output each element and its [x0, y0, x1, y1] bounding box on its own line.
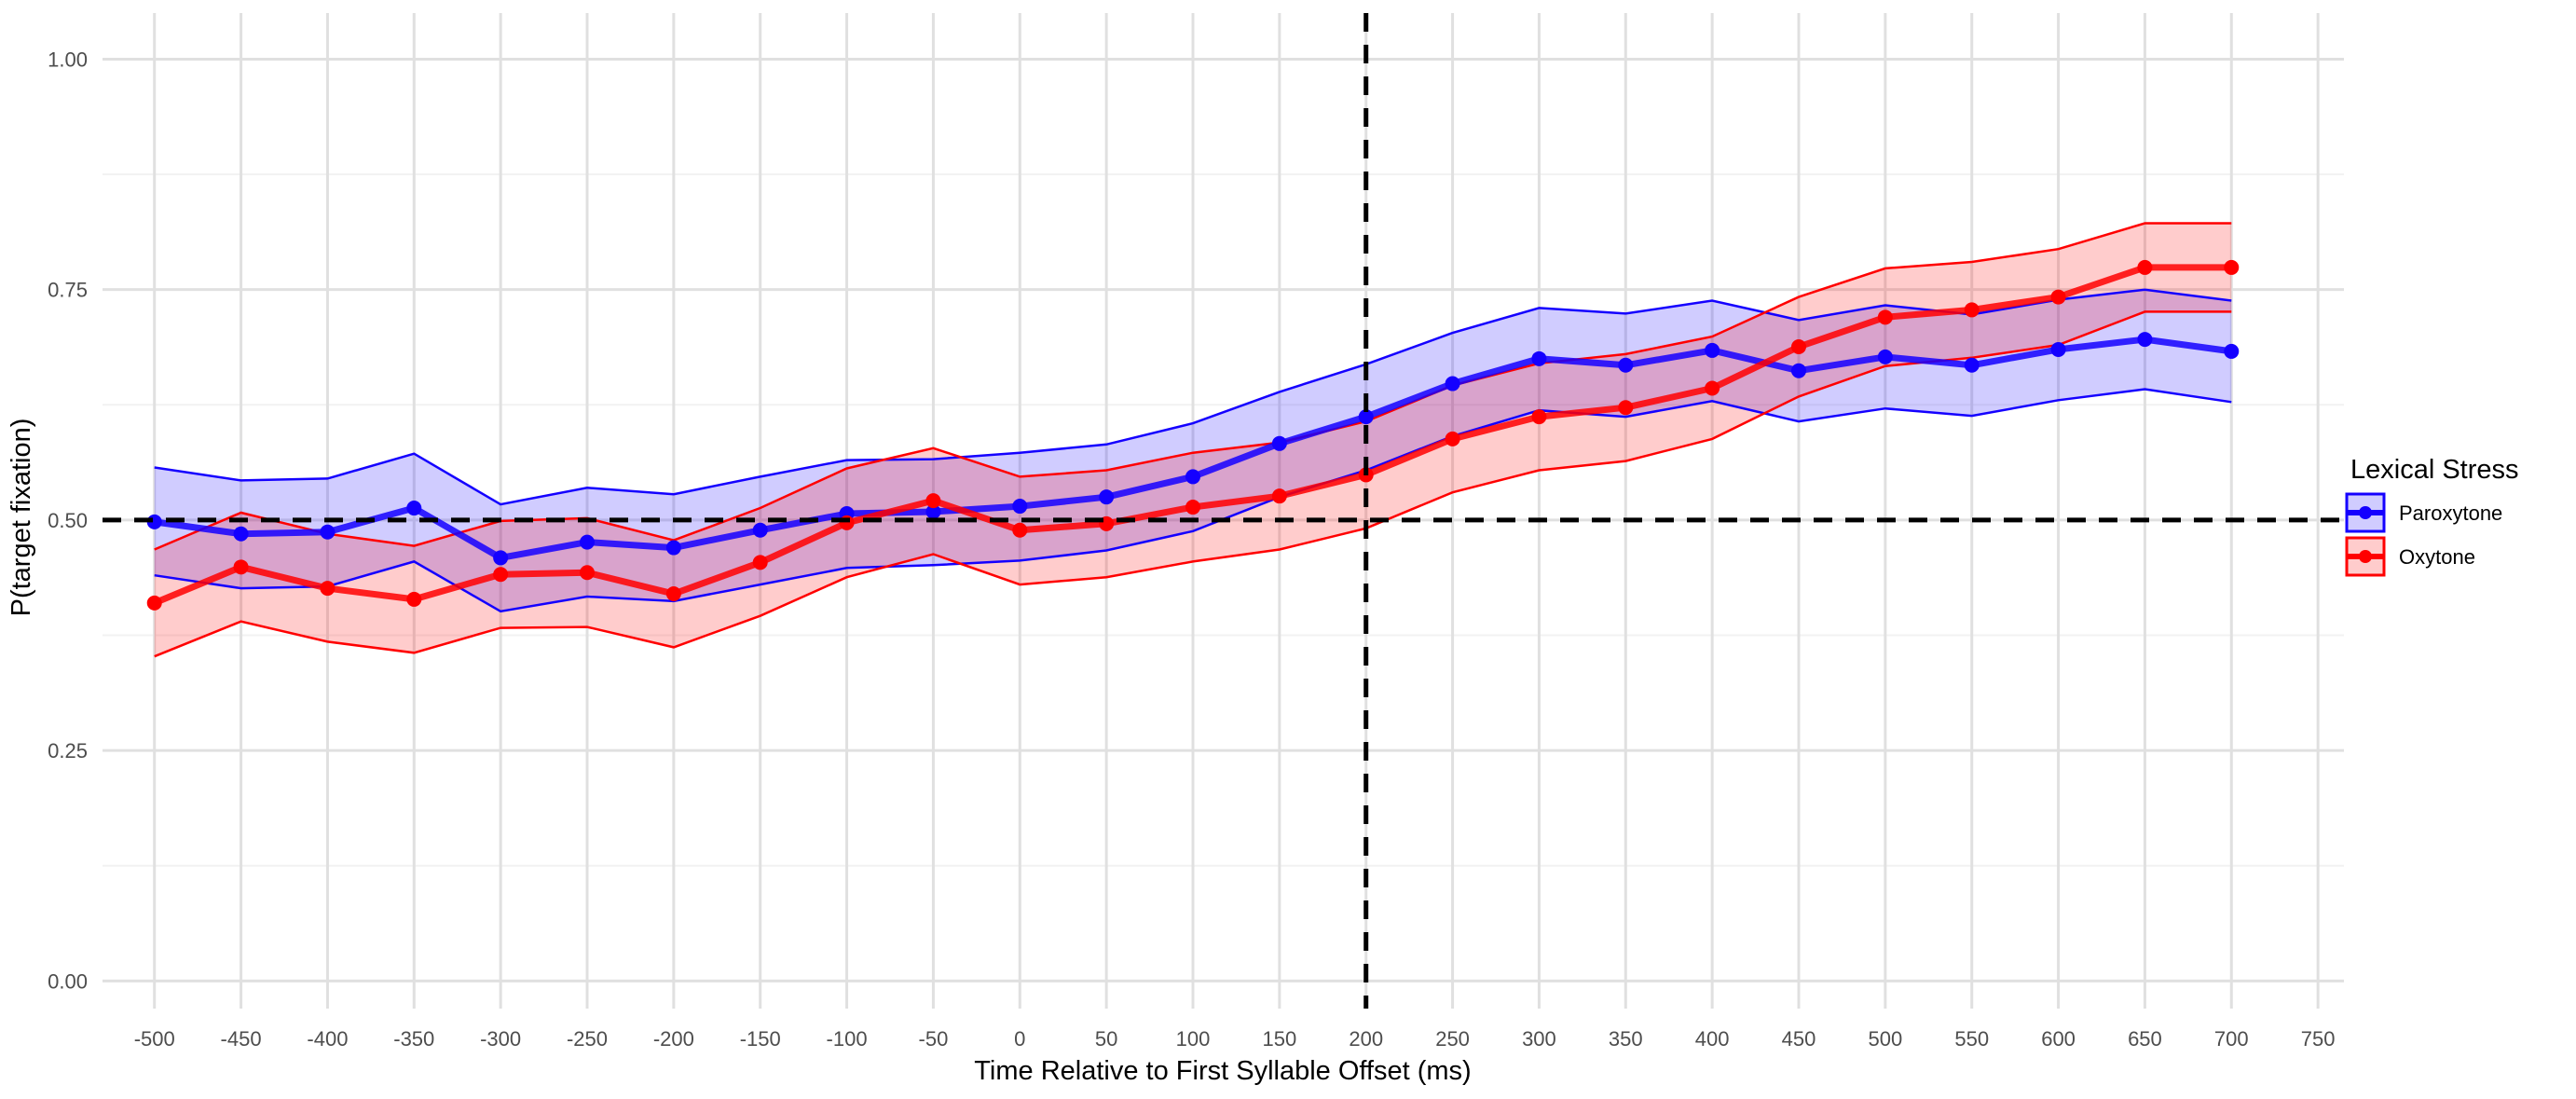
paroxytone-data-point: [580, 534, 595, 550]
oxytone-data-point: [752, 555, 768, 570]
y-tick-label: 0.50: [48, 509, 88, 532]
oxytone-data-point: [2137, 259, 2153, 275]
oxytone-data-point: [1791, 338, 1806, 354]
x-tick-label: 350: [1609, 1027, 1643, 1051]
oxytone-data-point: [1271, 488, 1287, 504]
series-lines: [146, 259, 2240, 611]
reference-lines: [103, 13, 2344, 1009]
y-tick-label: 0.00: [48, 969, 88, 993]
legend-title: Lexical Stress: [2350, 455, 2519, 485]
legend: Lexical Stress Paroxytone Oxytone: [2345, 455, 2519, 577]
oxytone-data-point: [665, 586, 681, 601]
x-tick-label: -350: [393, 1027, 434, 1051]
x-tick-label: -150: [740, 1027, 781, 1051]
paroxytone-data-point: [1099, 489, 1115, 505]
oxytone-data-point: [320, 581, 336, 597]
legend-label-oxytone: Oxytone: [2399, 545, 2475, 569]
y-tick-label: 0.25: [48, 739, 88, 762]
oxytone-data-point: [925, 493, 941, 509]
x-tick-label: 400: [1695, 1027, 1730, 1051]
x-tick-label: -200: [653, 1027, 694, 1051]
x-tick-label: -450: [221, 1027, 262, 1051]
oxytone-ci-lower-line: [154, 310, 2232, 658]
x-axis-title: Time Relative to First Syllable Offset (…: [974, 1056, 1471, 1086]
x-tick-label: 550: [1954, 1027, 1989, 1051]
paroxytone-data-point: [1705, 342, 1720, 358]
oxytone-data-point: [1012, 522, 1028, 538]
oxytone-data-point: [493, 567, 509, 583]
oxytone-data-point: [233, 559, 249, 575]
x-tick-label: -50: [919, 1027, 949, 1051]
y-axis-title: P(target fixation): [7, 419, 36, 617]
paroxytone-data-point: [406, 501, 422, 516]
x-tick-label: 300: [1522, 1027, 1556, 1051]
legend-key-point-paroxytone: [2359, 506, 2372, 519]
paroxytone-data-point: [2050, 341, 2066, 357]
legend-items: Paroxytone Oxytone: [2345, 492, 2502, 577]
paroxytone-data-point: [1271, 435, 1287, 451]
paroxytone-data-point: [493, 550, 509, 566]
paroxytone-data-point: [1791, 363, 1806, 378]
x-tick-label: 650: [2128, 1027, 2162, 1051]
paroxytone-data-point: [925, 503, 941, 519]
paroxytone-data-point: [752, 522, 768, 538]
paroxytone-data-point: [1531, 350, 1547, 366]
y-tick-label: 0.75: [48, 279, 88, 302]
oxytone-data-point: [580, 565, 595, 581]
x-tick-label: 0: [1014, 1027, 1025, 1051]
paroxytone-data-point: [233, 526, 249, 542]
oxytone-data-point: [1705, 380, 1720, 396]
x-tick-label: 150: [1262, 1027, 1296, 1051]
paroxytone-data-point: [1964, 357, 1980, 373]
paroxytone-ci-lower-line: [154, 388, 2232, 613]
paroxytone-ci-band: [154, 289, 2232, 611]
oxytone-data-point: [1618, 400, 1634, 416]
oxytone-data-point: [406, 591, 422, 607]
x-tick-label: 750: [2301, 1027, 2336, 1051]
oxytone-data-point: [1185, 500, 1200, 515]
x-tick-label: 600: [2041, 1027, 2076, 1051]
oxytone-data-point: [839, 515, 855, 530]
x-tick-label: 700: [2214, 1027, 2249, 1051]
x-tick-label: -100: [827, 1027, 868, 1051]
oxytone-data-point: [1531, 409, 1547, 425]
paroxytone-data-point: [1445, 376, 1460, 392]
paroxytone-data-point: [320, 524, 336, 540]
x-tick-label: 450: [1782, 1027, 1816, 1051]
x-tick-label: 200: [1349, 1027, 1383, 1051]
oxytone-data-point: [1877, 309, 1893, 325]
x-tick-label: -500: [134, 1027, 175, 1051]
tick-labels: 0.000.250.500.751.00-500 -450 -400 -350 -300…: [48, 48, 2335, 1051]
paroxytone-data-point: [2137, 332, 2153, 348]
paroxytone-data-point: [1358, 409, 1374, 425]
paroxytone-data-point: [1012, 499, 1028, 515]
legend-key-point-oxytone: [2359, 550, 2372, 563]
paroxytone-data-point: [665, 540, 681, 556]
oxytone-data-point: [2224, 259, 2240, 275]
oxytone-data-point: [1964, 302, 1980, 318]
paroxytone-data-point: [2224, 343, 2240, 359]
oxytone-data-point: [146, 595, 162, 611]
x-tick-label: 100: [1176, 1027, 1211, 1051]
paroxytone-data-point: [1618, 357, 1634, 373]
oxytone-data-point: [1445, 431, 1460, 446]
paroxytone-ci-upper-line: [154, 288, 2232, 506]
y-tick-label: 1.00: [48, 48, 88, 71]
x-tick-label: 500: [1868, 1027, 1902, 1051]
x-tick-label: -250: [567, 1027, 608, 1051]
legend-label-paroxytone: Paroxytone: [2399, 501, 2502, 525]
x-tick-label: -400: [307, 1027, 348, 1051]
oxytone-data-point: [2050, 289, 2066, 305]
x-tick-label: 50: [1095, 1027, 1117, 1051]
x-tick-label: 250: [1435, 1027, 1470, 1051]
paroxytone-data-point: [1877, 349, 1893, 364]
x-tick-label: -300: [480, 1027, 521, 1051]
paroxytone-data-point: [1185, 469, 1200, 485]
